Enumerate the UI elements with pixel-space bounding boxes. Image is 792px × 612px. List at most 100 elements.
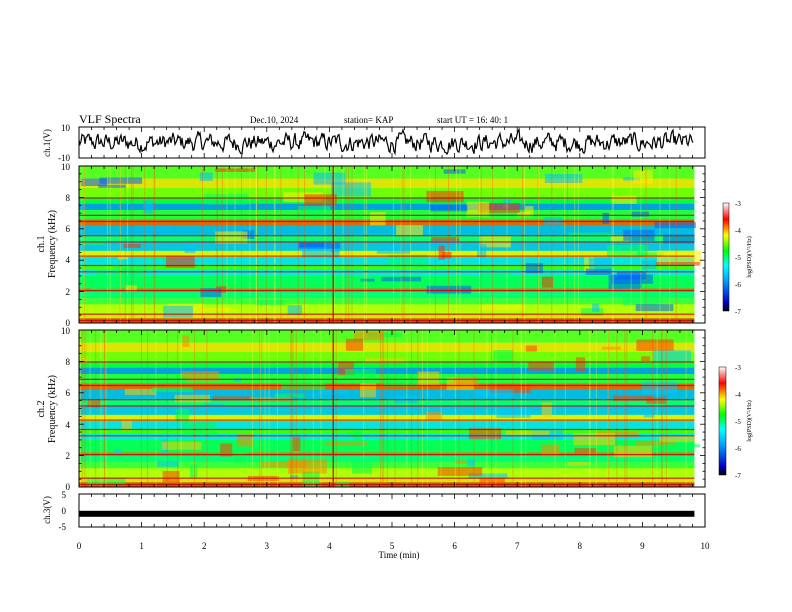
ch1-spec-ytick-0: 0: [66, 318, 71, 328]
spectral-patch: [641, 356, 651, 361]
xtick-9: 9: [640, 541, 645, 551]
spectral-line: [79, 483, 695, 486]
ch2-spectrogram-image: [79, 330, 700, 487]
spectral-patch: [622, 293, 663, 305]
spectral-patch: [203, 194, 249, 205]
spectral-patch: [345, 369, 377, 379]
ch2-spec-ytick-2: 2: [66, 451, 71, 461]
spectral-patch: [477, 203, 520, 213]
spectral-patch: [493, 350, 513, 362]
spectral-patch: [215, 168, 256, 172]
spectral-streak: [345, 166, 347, 323]
spectral-patch: [388, 254, 427, 268]
ch1-spec-ytick-10: 10: [61, 162, 71, 172]
spectral-patch: [331, 182, 371, 197]
spectral-band: [79, 203, 695, 210]
spectral-band: [79, 297, 695, 305]
spectral-patch: [430, 204, 468, 212]
spectral-streak: [567, 166, 569, 323]
spectral-streak: [448, 166, 449, 323]
spectral-streak: [342, 166, 344, 323]
spectral-band: [79, 361, 695, 368]
ch2-spec-ylabel2: Frequency (kHz): [47, 375, 58, 443]
spectral-patch: [633, 170, 653, 184]
ch1-spec-ytick-6: 6: [66, 224, 71, 234]
spectral-patch: [162, 470, 180, 483]
spectral-patch: [199, 172, 213, 181]
spectral-patch: [610, 234, 630, 243]
spectral-streak: [109, 166, 111, 323]
spectral-streak: [260, 330, 262, 487]
spectral-patch: [151, 387, 193, 393]
spectral-streak: [268, 330, 270, 487]
spectral-streak: [140, 330, 142, 487]
spectral-band: [79, 264, 695, 270]
spectral-patch: [631, 211, 649, 217]
spectral-patch: [646, 396, 667, 404]
spectral-streak: [177, 330, 179, 487]
spectral-patch: [665, 444, 672, 452]
spectral-streak: [241, 166, 242, 323]
spectral-patch: [212, 396, 252, 401]
xtick-2: 2: [202, 541, 207, 551]
spectral-line: [79, 399, 695, 401]
spectral-band: [79, 209, 695, 220]
spectral-patch: [606, 244, 643, 258]
spectral-streak: [454, 330, 456, 487]
spectral-patch: [442, 251, 452, 259]
spectral-band: [79, 304, 695, 314]
spectral-patch: [496, 409, 531, 418]
spectral-band: [79, 414, 695, 422]
spectral-streak: [81, 166, 83, 323]
spectral-streak: [577, 166, 579, 323]
spectral-streak: [656, 330, 658, 487]
spectral-streak: [132, 166, 134, 323]
spectral-patch: [351, 461, 372, 474]
spectral-patch: [595, 431, 639, 438]
spectral-patch: [656, 250, 702, 265]
spectral-streak: [429, 166, 431, 323]
spectral-patch: [542, 276, 553, 288]
spectral-patch: [236, 433, 253, 447]
spectral-streak: [304, 166, 305, 323]
spectral-streak: [630, 166, 632, 323]
spectral-patch: [480, 304, 523, 311]
spectral-patch: [505, 430, 550, 436]
spectral-streak: [255, 166, 257, 323]
spectral-streak: [537, 166, 539, 323]
spectral-patch: [166, 256, 195, 268]
spectral-patch: [302, 471, 320, 487]
spectral-patch: [275, 393, 305, 398]
spectral-line: [79, 241, 695, 243]
spectral-patch: [161, 441, 202, 450]
spectral-patch: [365, 358, 405, 363]
spectral-band: [79, 178, 695, 188]
start-time-label: start UT = 16: 40: 1: [437, 115, 508, 125]
ch2-cb-tick-4: -4: [735, 391, 741, 399]
spectral-line: [79, 378, 695, 380]
spectral-streak: [595, 330, 597, 487]
spectral-streak: [379, 330, 381, 487]
spectral-streak: [351, 166, 353, 323]
spectral-band: [79, 197, 695, 204]
spectral-streak: [81, 330, 83, 487]
ch1-ylabel: ch.1(V): [42, 129, 52, 157]
spectral-patch: [453, 376, 479, 386]
spectral-patch: [575, 357, 586, 372]
spectral-streak: [274, 166, 276, 323]
spectral-patch: [115, 266, 148, 275]
spectral-patch: [290, 475, 299, 479]
spectral-band: [79, 399, 695, 406]
spectral-patch: [468, 473, 508, 479]
spectral-patch: [437, 467, 483, 476]
ch3-ytick-top: 5: [62, 490, 67, 500]
spectral-line: [79, 435, 695, 437]
spectral-streak: [154, 166, 156, 323]
spectral-band: [79, 187, 695, 198]
spectral-patch: [304, 194, 337, 206]
spectral-band: [79, 433, 695, 440]
spectral-streak: [394, 330, 396, 487]
spectral-streak: [264, 330, 266, 487]
spectral-band: [79, 269, 695, 276]
spectral-streak: [538, 166, 540, 323]
